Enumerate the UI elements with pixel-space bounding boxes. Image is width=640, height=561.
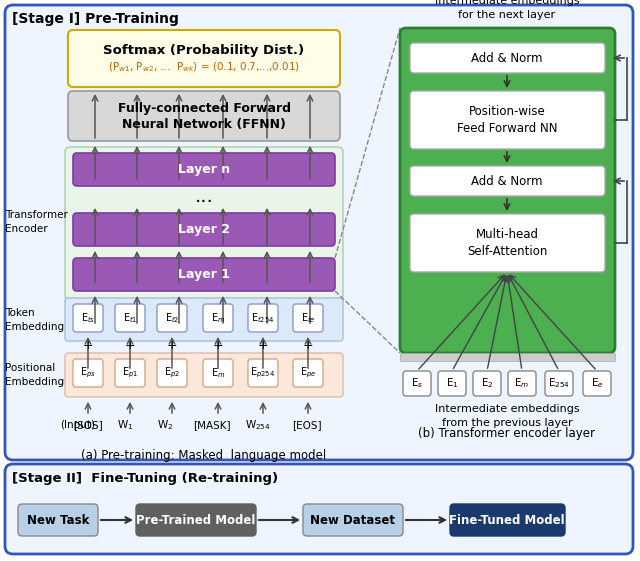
Text: +: +	[166, 338, 177, 352]
Text: E$_{254}$: E$_{254}$	[548, 376, 570, 390]
FancyBboxPatch shape	[403, 371, 431, 396]
Text: E$_m$: E$_m$	[211, 311, 225, 325]
FancyBboxPatch shape	[508, 371, 536, 396]
Text: (b) Transformer encoder layer: (b) Transformer encoder layer	[419, 426, 595, 439]
Text: [Stage II]  Fine-Tuning (Re-training): [Stage II] Fine-Tuning (Re-training)	[12, 472, 278, 485]
FancyBboxPatch shape	[438, 371, 466, 396]
Text: Token
Embedding: Token Embedding	[5, 309, 64, 332]
Bar	[400, 353, 615, 361]
FancyBboxPatch shape	[65, 353, 343, 397]
Text: (a) Pre-training: Masked  language model: (a) Pre-training: Masked language model	[81, 448, 326, 462]
FancyBboxPatch shape	[136, 504, 256, 536]
Text: E$_{t254}$: E$_{t254}$	[252, 311, 275, 325]
Text: [MASK]: [MASK]	[193, 420, 231, 430]
FancyBboxPatch shape	[248, 304, 278, 332]
Text: [SOS]: [SOS]	[73, 420, 103, 430]
Text: E$_2$: E$_2$	[481, 376, 493, 390]
Text: Positional
Embedding: Positional Embedding	[5, 364, 64, 387]
FancyBboxPatch shape	[68, 91, 340, 141]
FancyBboxPatch shape	[293, 304, 323, 332]
Text: Layer n: Layer n	[178, 163, 230, 176]
FancyBboxPatch shape	[303, 504, 403, 536]
Text: Softmax (Probability Dist.): Softmax (Probability Dist.)	[104, 44, 305, 57]
FancyBboxPatch shape	[293, 359, 323, 387]
Text: +: +	[125, 338, 135, 352]
Text: E$_{pe}$: E$_{pe}$	[300, 366, 316, 380]
Text: E$_{p254}$: E$_{p254}$	[250, 366, 276, 380]
FancyBboxPatch shape	[410, 214, 605, 272]
Text: E$_1$: E$_1$	[445, 376, 458, 390]
FancyBboxPatch shape	[473, 371, 501, 396]
FancyBboxPatch shape	[450, 504, 565, 536]
FancyBboxPatch shape	[5, 5, 633, 460]
FancyBboxPatch shape	[410, 43, 605, 73]
Text: (P$_{w1}$, P$_{w2}$, ...  P$_{wk}$) = (0.1, 0.7,...,0.01): (P$_{w1}$, P$_{w2}$, ... P$_{wk}$) = (0.…	[108, 60, 300, 74]
Text: Add & Norm: Add & Norm	[471, 52, 543, 65]
Text: Fully-connected Forward
Neural Network (FFNN): Fully-connected Forward Neural Network (…	[118, 102, 291, 131]
Text: W$_{254}$: W$_{254}$	[245, 418, 271, 432]
FancyBboxPatch shape	[410, 91, 605, 149]
FancyBboxPatch shape	[73, 213, 335, 246]
FancyBboxPatch shape	[18, 504, 98, 536]
FancyBboxPatch shape	[583, 371, 611, 396]
Text: Intermediate embeddings
from the previous layer: Intermediate embeddings from the previou…	[435, 404, 579, 427]
FancyBboxPatch shape	[115, 304, 145, 332]
FancyBboxPatch shape	[248, 359, 278, 387]
Text: +: +	[212, 338, 223, 352]
FancyBboxPatch shape	[68, 30, 340, 87]
Text: Add & Norm: Add & Norm	[471, 174, 543, 187]
Text: W$_2$: W$_2$	[157, 418, 173, 432]
Text: E$_{ps}$: E$_{ps}$	[80, 366, 96, 380]
Text: Pre-Trained Model: Pre-Trained Model	[136, 513, 256, 527]
Text: New Task: New Task	[27, 513, 89, 527]
Text: E$_m$: E$_m$	[515, 376, 530, 390]
Text: E$_e$: E$_e$	[591, 376, 604, 390]
Text: +: +	[303, 338, 314, 352]
FancyBboxPatch shape	[65, 147, 343, 300]
Text: E$_{ts}$: E$_{ts}$	[81, 311, 95, 325]
Text: Transformer
Encoder: Transformer Encoder	[5, 210, 68, 233]
FancyBboxPatch shape	[115, 359, 145, 387]
Text: Intermediate embeddings
for the next layer: Intermediate embeddings for the next lay…	[435, 0, 579, 20]
Text: E$_m$: E$_m$	[211, 366, 225, 380]
Text: Multi-head
Self-Attention: Multi-head Self-Attention	[467, 228, 547, 258]
Text: E$_{t1}$: E$_{t1}$	[123, 311, 137, 325]
FancyBboxPatch shape	[157, 359, 187, 387]
Text: E$_{te}$: E$_{te}$	[301, 311, 316, 325]
Text: New Dataset: New Dataset	[310, 513, 396, 527]
Text: Fine-Tuned Model: Fine-Tuned Model	[449, 513, 565, 527]
Text: E$_{p1}$: E$_{p1}$	[122, 366, 138, 380]
Text: (Input): (Input)	[60, 420, 95, 430]
FancyBboxPatch shape	[73, 359, 103, 387]
Text: W$_1$: W$_1$	[117, 418, 133, 432]
FancyBboxPatch shape	[203, 359, 233, 387]
Text: E$_{t2}$: E$_{t2}$	[164, 311, 179, 325]
FancyBboxPatch shape	[73, 304, 103, 332]
Text: E$_s$: E$_s$	[411, 376, 423, 390]
FancyBboxPatch shape	[5, 464, 633, 554]
FancyBboxPatch shape	[157, 304, 187, 332]
FancyBboxPatch shape	[203, 304, 233, 332]
FancyBboxPatch shape	[545, 371, 573, 396]
Text: Layer 2: Layer 2	[178, 223, 230, 236]
FancyBboxPatch shape	[400, 28, 615, 353]
FancyBboxPatch shape	[410, 166, 605, 196]
FancyBboxPatch shape	[73, 258, 335, 291]
Text: +: +	[258, 338, 268, 352]
Text: +: +	[83, 338, 93, 352]
Text: Position-wise
Feed Forward NN: Position-wise Feed Forward NN	[457, 105, 557, 135]
Text: ...: ...	[195, 186, 213, 205]
Text: E$_{p2}$: E$_{p2}$	[164, 366, 180, 380]
Text: Layer 1: Layer 1	[178, 268, 230, 280]
FancyBboxPatch shape	[73, 153, 335, 186]
Text: [Stage I] Pre-Training: [Stage I] Pre-Training	[12, 12, 179, 26]
FancyBboxPatch shape	[65, 298, 343, 341]
Text: [EOS]: [EOS]	[292, 420, 322, 430]
